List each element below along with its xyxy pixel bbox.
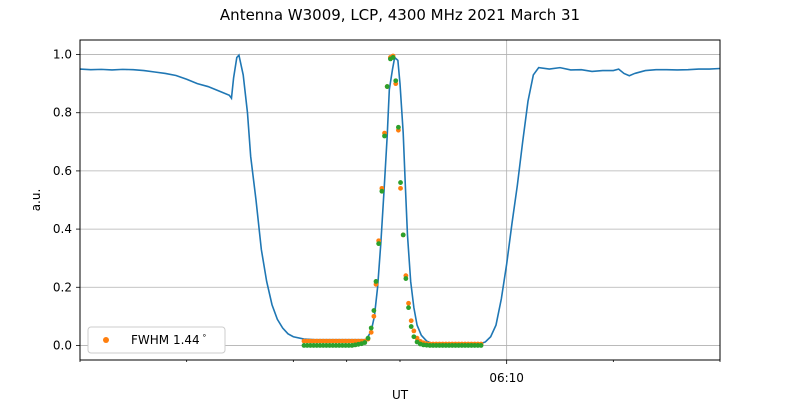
fit-point <box>411 328 417 334</box>
y-tick-label: 0.8 <box>53 106 72 120</box>
legend-label-degree: ∘ <box>202 331 207 340</box>
sample-point <box>408 324 414 329</box>
legend-label-main: FWHM 1.44 <box>131 333 200 347</box>
legend-marker-fwhm <box>103 337 109 343</box>
sample-point <box>379 188 385 194</box>
sample-point <box>406 305 411 311</box>
sample-point <box>376 241 382 247</box>
sample-point <box>384 84 390 89</box>
series-line-main <box>79 53 721 346</box>
legend-box <box>87 326 226 354</box>
sample-point <box>400 232 406 238</box>
sample-point <box>382 133 387 139</box>
sample-point <box>411 334 417 340</box>
sample-point <box>393 78 399 84</box>
sample-point <box>403 276 409 281</box>
fit-point <box>406 300 411 306</box>
fit-point <box>368 329 374 335</box>
sample-point <box>368 325 374 331</box>
sample-point <box>373 279 379 284</box>
fit-point <box>398 185 403 191</box>
x-tick-label: 06:10 <box>489 371 524 385</box>
y-axis-label: a.u. <box>29 189 43 212</box>
legend: FWHM 1.44 ∘ <box>87 326 226 354</box>
y-tick-label: 0.2 <box>53 280 72 294</box>
sample-point <box>396 124 401 130</box>
chart-title: Antenna W3009, LCP, 4300 MHz 2021 March … <box>220 6 580 24</box>
fit-point <box>408 318 414 324</box>
sample-point <box>365 335 371 341</box>
y-tick-label: 0.4 <box>53 222 72 236</box>
x-axis-label: UT <box>392 388 409 400</box>
sample-point <box>362 340 368 345</box>
y-tick-label: 0.0 <box>53 338 72 352</box>
sample-point <box>390 55 396 60</box>
axes: 0.0 0.2 0.4 0.6 0.8 1.0 06:10 <box>53 48 721 385</box>
y-tick-label: 0.6 <box>53 164 72 178</box>
grid <box>80 40 720 360</box>
sample-point <box>478 343 484 348</box>
fit-point <box>371 313 377 319</box>
y-tick-label: 1.0 <box>53 48 72 62</box>
series-layer <box>79 53 721 348</box>
sample-point <box>371 308 377 313</box>
legend-label-fwhm: FWHM 1.44 ∘ <box>131 331 207 347</box>
sample-point <box>398 180 403 185</box>
